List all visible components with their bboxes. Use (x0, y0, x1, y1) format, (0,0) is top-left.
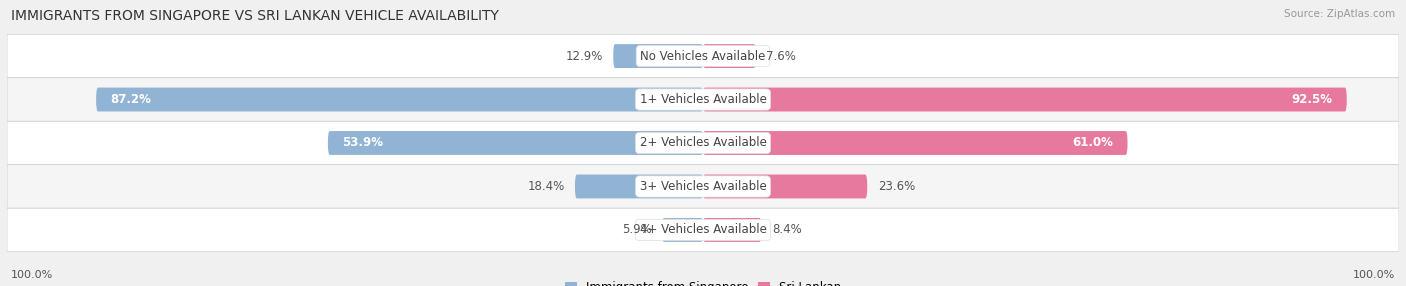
Text: No Vehicles Available: No Vehicles Available (640, 49, 766, 63)
FancyBboxPatch shape (703, 174, 868, 198)
FancyBboxPatch shape (662, 218, 703, 242)
FancyBboxPatch shape (7, 121, 1399, 165)
Text: 3+ Vehicles Available: 3+ Vehicles Available (640, 180, 766, 193)
FancyBboxPatch shape (703, 88, 1347, 112)
FancyBboxPatch shape (703, 44, 756, 68)
Text: IMMIGRANTS FROM SINGAPORE VS SRI LANKAN VEHICLE AVAILABILITY: IMMIGRANTS FROM SINGAPORE VS SRI LANKAN … (11, 9, 499, 23)
Text: 1+ Vehicles Available: 1+ Vehicles Available (640, 93, 766, 106)
Legend: Immigrants from Singapore, Sri Lankan: Immigrants from Singapore, Sri Lankan (565, 281, 841, 286)
FancyBboxPatch shape (96, 88, 703, 112)
Text: 8.4%: 8.4% (772, 223, 801, 237)
Text: 7.6%: 7.6% (766, 49, 796, 63)
FancyBboxPatch shape (575, 174, 703, 198)
Text: 5.9%: 5.9% (621, 223, 651, 237)
FancyBboxPatch shape (703, 131, 1128, 155)
Text: 92.5%: 92.5% (1292, 93, 1333, 106)
FancyBboxPatch shape (7, 78, 1399, 121)
FancyBboxPatch shape (613, 44, 703, 68)
FancyBboxPatch shape (7, 34, 1399, 78)
Text: 53.9%: 53.9% (342, 136, 382, 150)
FancyBboxPatch shape (7, 165, 1399, 208)
FancyBboxPatch shape (328, 131, 703, 155)
Text: 18.4%: 18.4% (527, 180, 564, 193)
Text: 100.0%: 100.0% (1353, 270, 1395, 280)
Text: 61.0%: 61.0% (1073, 136, 1114, 150)
Text: 4+ Vehicles Available: 4+ Vehicles Available (640, 223, 766, 237)
Text: 100.0%: 100.0% (11, 270, 53, 280)
FancyBboxPatch shape (7, 208, 1399, 252)
Text: 12.9%: 12.9% (565, 49, 603, 63)
Text: 2+ Vehicles Available: 2+ Vehicles Available (640, 136, 766, 150)
Text: 87.2%: 87.2% (110, 93, 150, 106)
Text: 23.6%: 23.6% (877, 180, 915, 193)
FancyBboxPatch shape (703, 218, 762, 242)
Text: Source: ZipAtlas.com: Source: ZipAtlas.com (1284, 9, 1395, 19)
